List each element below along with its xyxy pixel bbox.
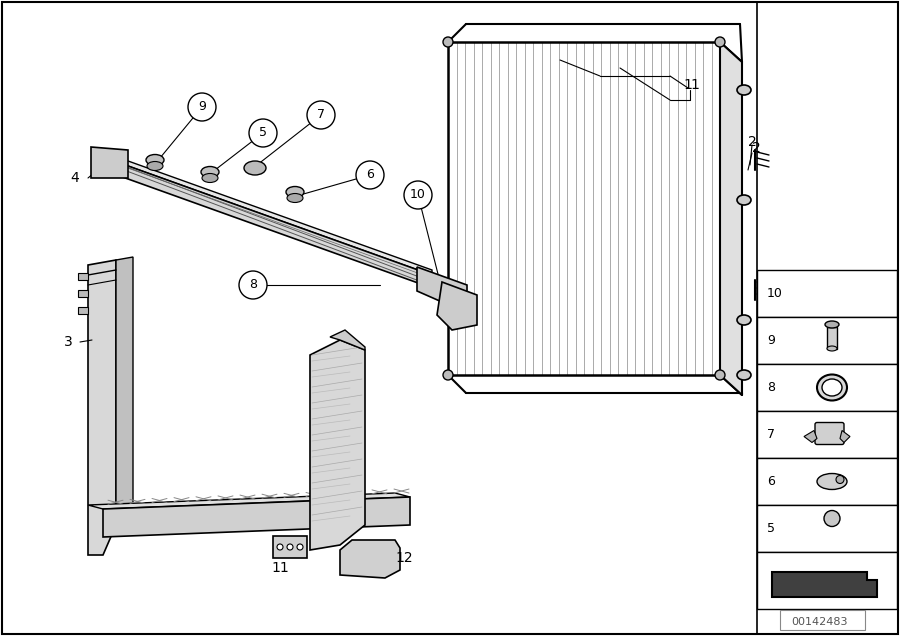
Circle shape	[443, 37, 453, 47]
Bar	[78, 307, 88, 314]
Bar	[757, 364, 897, 411]
Text: 1: 1	[684, 78, 692, 92]
Text: 5: 5	[259, 127, 267, 139]
Circle shape	[356, 161, 384, 189]
Circle shape	[277, 544, 283, 550]
Polygon shape	[720, 42, 742, 395]
Bar	[757, 317, 897, 364]
Polygon shape	[103, 157, 432, 288]
Ellipse shape	[146, 155, 164, 165]
Bar	[78, 273, 88, 280]
Polygon shape	[437, 282, 477, 330]
Circle shape	[239, 271, 267, 299]
Ellipse shape	[737, 315, 751, 325]
FancyBboxPatch shape	[815, 422, 844, 445]
Ellipse shape	[202, 174, 218, 183]
Polygon shape	[417, 267, 467, 313]
Text: 10: 10	[767, 287, 783, 300]
Text: 2: 2	[752, 141, 760, 155]
Circle shape	[297, 544, 303, 550]
Circle shape	[443, 370, 453, 380]
Circle shape	[404, 181, 432, 209]
Polygon shape	[330, 330, 365, 350]
Ellipse shape	[737, 370, 751, 380]
Polygon shape	[88, 260, 116, 555]
Text: 5: 5	[767, 522, 775, 535]
Bar	[827, 326, 837, 349]
Text: 11: 11	[271, 561, 289, 575]
Ellipse shape	[737, 85, 751, 95]
Polygon shape	[840, 431, 850, 443]
Text: 10: 10	[410, 188, 426, 202]
Circle shape	[715, 37, 725, 47]
Text: 7: 7	[317, 109, 325, 121]
Circle shape	[287, 544, 293, 550]
Ellipse shape	[825, 321, 839, 328]
Ellipse shape	[287, 193, 303, 202]
Polygon shape	[772, 572, 877, 597]
FancyBboxPatch shape	[273, 536, 307, 558]
Ellipse shape	[827, 346, 837, 351]
Polygon shape	[340, 540, 400, 578]
Polygon shape	[103, 497, 410, 537]
Ellipse shape	[286, 186, 304, 198]
Polygon shape	[103, 152, 432, 275]
Text: 8: 8	[249, 279, 257, 291]
Circle shape	[715, 370, 725, 380]
Text: 8: 8	[767, 381, 775, 394]
Ellipse shape	[244, 161, 266, 175]
Text: 1: 1	[690, 78, 699, 92]
Bar	[757, 458, 897, 505]
Text: 3: 3	[64, 335, 72, 349]
Text: 7: 7	[767, 428, 775, 441]
Ellipse shape	[737, 195, 751, 205]
Bar	[757, 411, 897, 458]
Circle shape	[307, 101, 335, 129]
Text: 2: 2	[748, 135, 756, 149]
Polygon shape	[91, 147, 128, 178]
Text: 12: 12	[395, 551, 412, 565]
Bar	[757, 552, 897, 609]
Polygon shape	[116, 257, 133, 525]
Polygon shape	[804, 431, 817, 443]
Ellipse shape	[817, 473, 847, 490]
Circle shape	[188, 93, 216, 121]
Text: 4: 4	[70, 171, 79, 185]
Circle shape	[836, 476, 844, 483]
Circle shape	[824, 511, 840, 527]
Text: 6: 6	[366, 169, 373, 181]
Bar	[757, 270, 897, 317]
Polygon shape	[88, 493, 410, 509]
Ellipse shape	[822, 379, 842, 396]
Ellipse shape	[817, 375, 847, 401]
Bar	[780, 610, 865, 630]
Bar	[757, 505, 897, 552]
Circle shape	[249, 119, 277, 147]
Text: 9: 9	[198, 100, 206, 113]
Text: 6: 6	[767, 475, 775, 488]
Ellipse shape	[201, 167, 219, 177]
Bar	[78, 290, 88, 297]
Ellipse shape	[147, 162, 163, 170]
Text: 9: 9	[767, 334, 775, 347]
Text: 00142483: 00142483	[792, 617, 848, 627]
Polygon shape	[310, 340, 365, 550]
